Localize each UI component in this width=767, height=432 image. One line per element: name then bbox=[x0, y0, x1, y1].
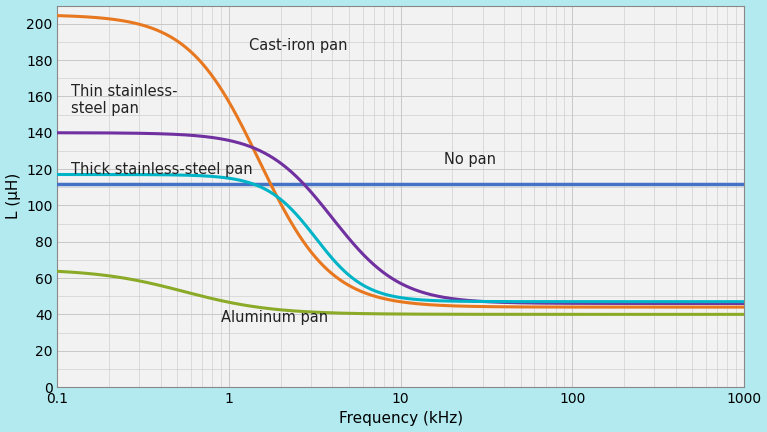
Text: Thin stainless-
steel pan: Thin stainless- steel pan bbox=[71, 84, 177, 116]
Text: Thick stainless-steel pan: Thick stainless-steel pan bbox=[71, 162, 252, 177]
Y-axis label: L (μH): L (μH) bbox=[5, 173, 21, 219]
Text: Cast-iron pan: Cast-iron pan bbox=[249, 38, 347, 53]
Text: Aluminum pan: Aluminum pan bbox=[221, 310, 328, 325]
X-axis label: Frequency (kHz): Frequency (kHz) bbox=[338, 411, 463, 426]
Text: No pan: No pan bbox=[445, 152, 496, 167]
